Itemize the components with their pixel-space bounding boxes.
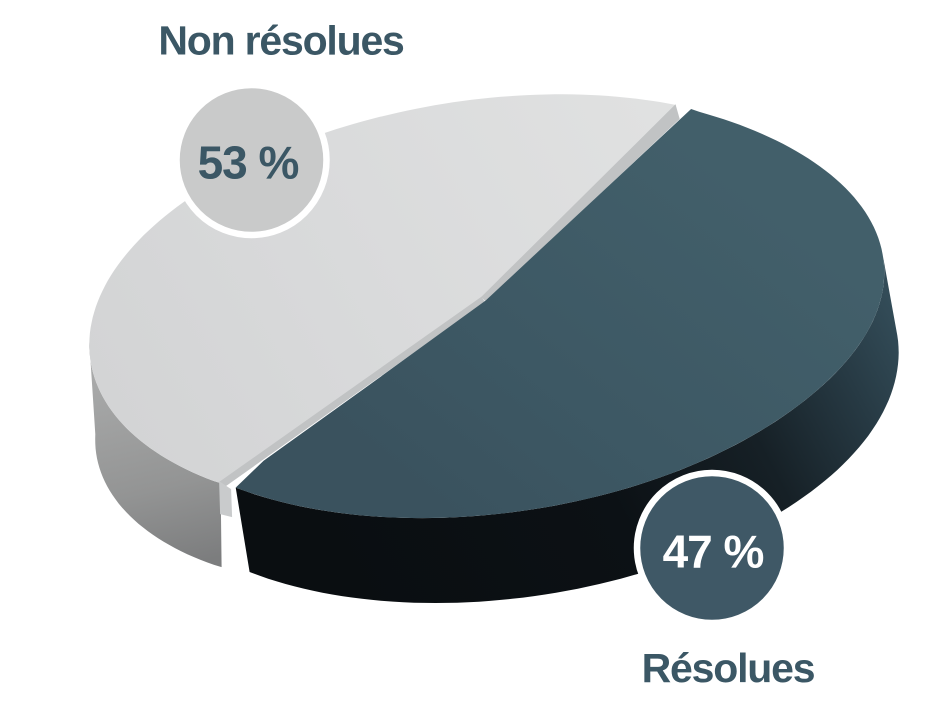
svg-text:53 %: 53 % <box>198 137 299 189</box>
svg-text:47 %: 47 % <box>663 526 764 578</box>
svg-text:Résolues: Résolues <box>642 645 815 691</box>
svg-text:Non résolues: Non résolues <box>158 18 404 64</box>
